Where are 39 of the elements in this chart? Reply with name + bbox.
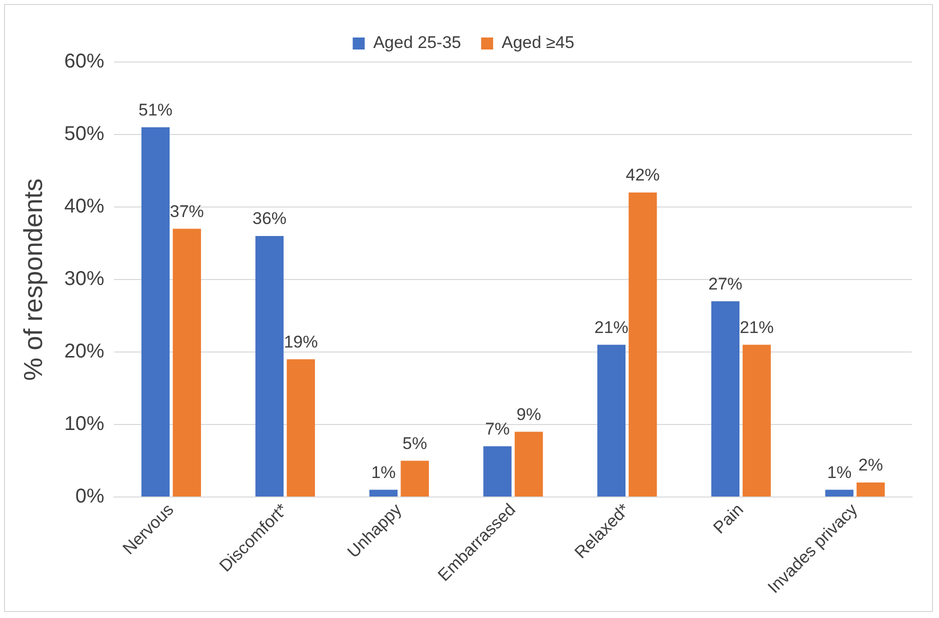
bar — [483, 446, 512, 497]
y-tick-label: 20% — [64, 340, 104, 363]
bar — [141, 127, 170, 497]
data-label: 19% — [284, 332, 318, 352]
data-label: 9% — [516, 404, 542, 424]
x-tick-label: Pain — [710, 500, 748, 538]
data-label: 21% — [740, 318, 774, 337]
data-label: 2% — [858, 456, 883, 475]
y-tick-label: 50% — [64, 123, 104, 146]
bar — [514, 432, 543, 497]
bar — [856, 482, 885, 497]
bar — [628, 192, 657, 497]
bar — [742, 344, 771, 497]
bar — [400, 460, 429, 497]
y-tick-label: 30% — [64, 268, 104, 290]
y-axis-title: % of respondents — [18, 178, 48, 381]
bar — [711, 301, 740, 497]
data-label: 7% — [485, 419, 510, 438]
y-tick-label: 10% — [64, 413, 104, 436]
data-label: 36% — [252, 209, 287, 228]
bar — [369, 490, 398, 497]
data-label: 51% — [138, 100, 173, 120]
data-label: 37% — [170, 202, 204, 221]
data-label: 1% — [827, 462, 852, 482]
y-tick-label: 0% — [75, 486, 104, 508]
bar — [825, 490, 854, 497]
legend-label: Aged ≥45 — [502, 33, 574, 52]
data-label: 1% — [371, 462, 396, 482]
bar — [172, 228, 201, 497]
bar — [597, 344, 626, 497]
bar — [255, 236, 284, 497]
data-label: 5% — [402, 434, 428, 453]
y-tick-label: 40% — [64, 196, 104, 218]
legend-label: Aged 25-35 — [373, 33, 462, 52]
data-label: 27% — [708, 274, 742, 294]
data-label: 42% — [626, 166, 660, 185]
data-label: 21% — [594, 318, 628, 337]
y-tick-label: 60% — [64, 50, 104, 73]
bar — [286, 359, 315, 497]
